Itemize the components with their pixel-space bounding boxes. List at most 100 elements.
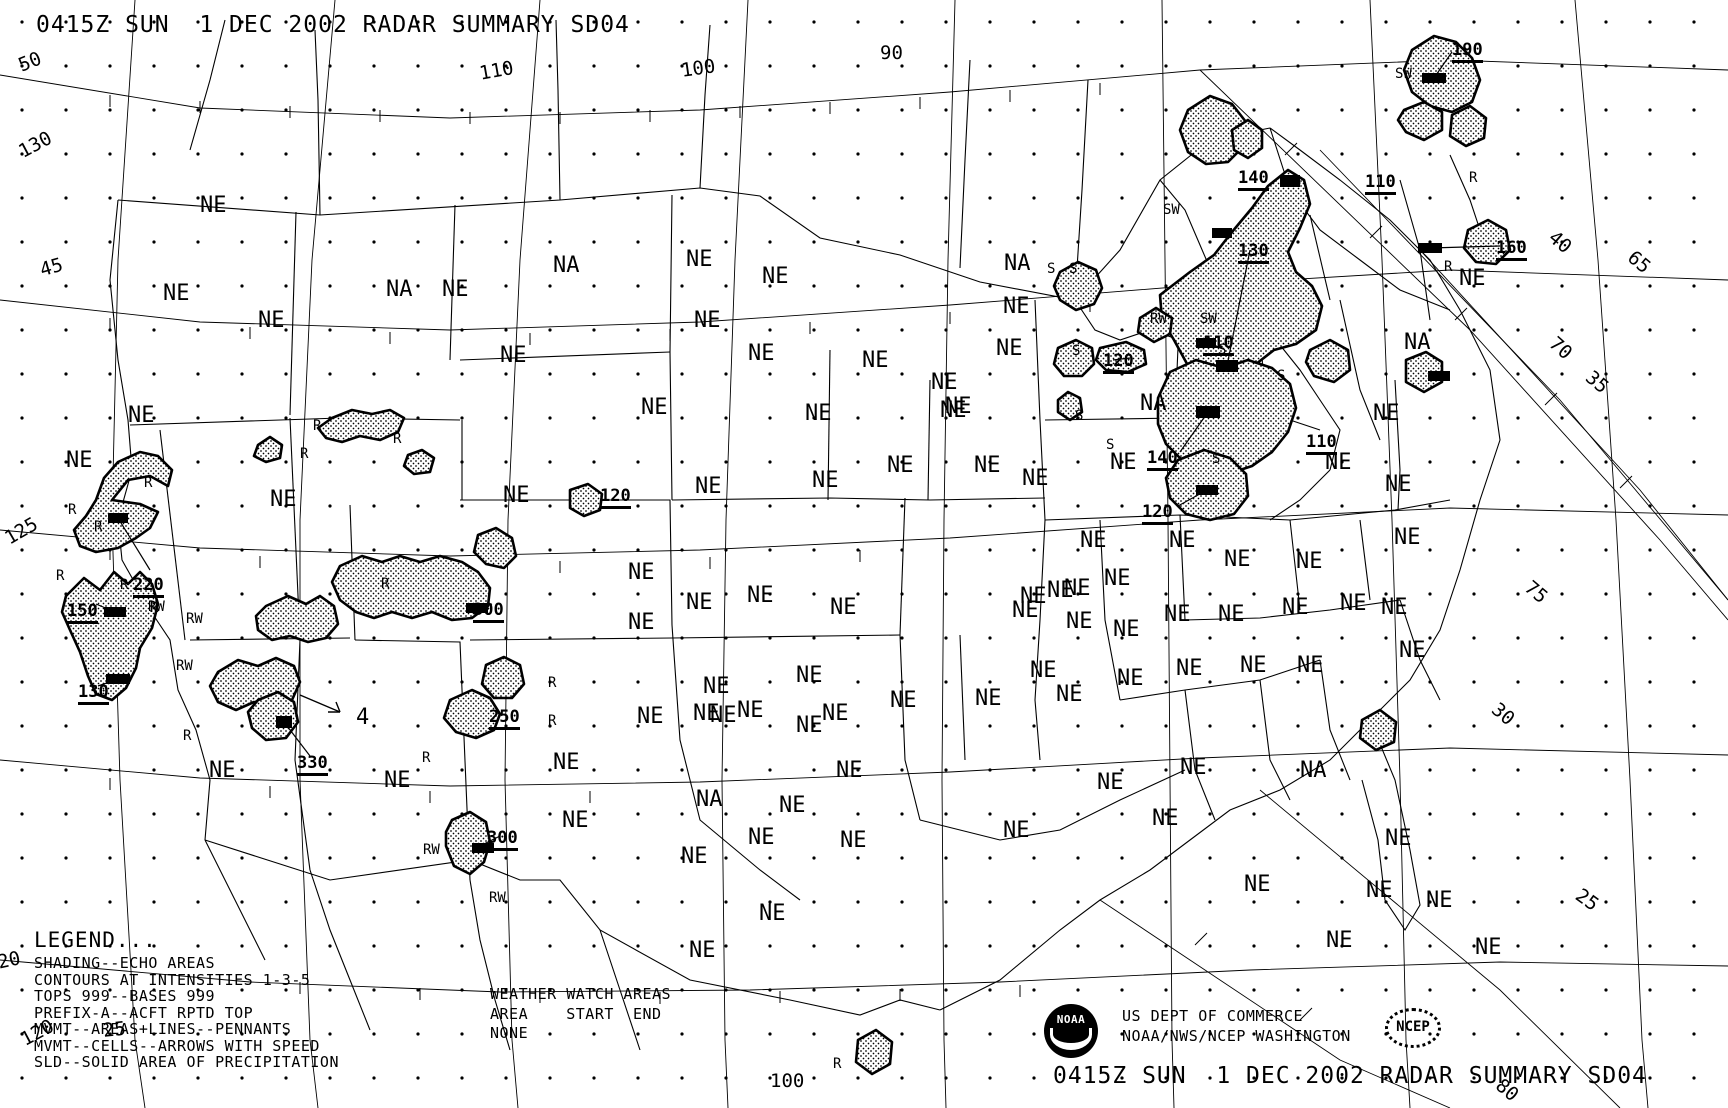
no-echo-label: NE (890, 688, 917, 713)
credit-line-2: NOAA/NWS/NCEP WASHINGTON (1122, 1027, 1351, 1045)
no-echo-label: NE (628, 610, 655, 635)
precip-type-label: S (1218, 342, 1227, 358)
no-echo-label: NE (128, 403, 155, 428)
echo-top-label: 190 (1452, 42, 1483, 63)
no-echo-label: NA (1300, 758, 1327, 783)
echo-area (1304, 338, 1352, 384)
no-echo-label: NE (163, 281, 190, 306)
echo-top-label: 120 (1103, 353, 1134, 374)
no-echo-label: NE (695, 474, 722, 499)
precip-type-label: S (1212, 451, 1221, 467)
no-echo-label: NE (1113, 617, 1140, 642)
no-echo-label: NE (686, 247, 713, 272)
tops-leader-lines (95, 51, 1501, 849)
no-echo-label: NE (748, 825, 775, 850)
page-title: 0415Z SUN 1 DEC 2002 RADAR SUMMARY SD04 (36, 12, 630, 38)
echo-top-label: 120 (1142, 504, 1173, 525)
weather-watch-block: WEATHER WATCH AREAS AREA START END NONE (490, 986, 671, 1041)
no-echo-label: NE (1022, 466, 1049, 491)
no-echo-label: NE (710, 703, 737, 728)
credit-line-1: US DEPT OF COMMERCE (1122, 1007, 1304, 1025)
no-echo-label: NE (200, 193, 227, 218)
echo-area (1052, 260, 1104, 312)
watch-columns: AREA START END (490, 1004, 662, 1023)
ncep-wordmark: NCEP (1396, 1019, 1430, 1035)
no-echo-label: NE (1012, 598, 1039, 623)
echo-top-label: 110 (1365, 174, 1396, 195)
precip-type-label: RW (148, 599, 165, 615)
precip-type-label: R (548, 675, 557, 691)
no-echo-label: NE (1064, 576, 1091, 601)
echo-top-label: 250 (489, 709, 520, 730)
no-echo-label: NE (1176, 656, 1203, 681)
precip-type-label: R (313, 418, 322, 434)
no-echo-label: NE (641, 395, 668, 420)
radar-echo-areas (60, 34, 1512, 1076)
graticule-ticks (109, 83, 1633, 1021)
echo-area (72, 450, 174, 554)
no-echo-label: NE (1047, 578, 1074, 603)
legend-line: PREFIX-A--ACFT RPTD TOP (34, 1003, 254, 1022)
no-echo-label: NE (1104, 566, 1131, 591)
echo-area (1230, 118, 1264, 160)
no-echo-label: NE (1003, 294, 1030, 319)
precip-type-label: R (833, 1056, 842, 1072)
echo-top-label: 130 (1238, 243, 1269, 264)
legend-line: MVMT--AREAS+LINES--PENNANTS (34, 1020, 292, 1038)
echo-area (854, 1028, 894, 1076)
precip-type-label: R (183, 728, 192, 744)
precip-type-label: R (381, 576, 390, 592)
precip-type-label: R (422, 750, 431, 766)
echo-area (472, 526, 518, 570)
no-echo-label: NE (693, 701, 720, 726)
precip-type-label: R (300, 446, 309, 462)
ncep-logo-icon: NCEP (1385, 1008, 1441, 1048)
no-echo-label: NE (1097, 770, 1124, 795)
precip-type-label: S (1069, 261, 1078, 277)
no-echo-label: NE (1394, 525, 1421, 550)
echo-area (1156, 358, 1298, 476)
precip-type-label: R (1444, 259, 1453, 275)
legend-block: LEGEND... SHADING--ECHO AREAS CONTOURS A… (34, 930, 339, 1071)
echo-area (1052, 338, 1096, 378)
precip-type-label: R (393, 431, 402, 447)
no-echo-label: NE (1340, 591, 1367, 616)
no-echo-label: NE (974, 453, 1001, 478)
no-echo-label: NA (1004, 251, 1031, 276)
echo-area (480, 655, 526, 700)
precip-type-label: S (1277, 368, 1286, 384)
no-echo-label: NE (887, 453, 914, 478)
no-echo-label: NE (209, 758, 236, 783)
echo-area (252, 435, 284, 464)
no-echo-label: NA (1404, 330, 1431, 355)
precip-type-label: S (1075, 408, 1084, 424)
precip-type-label: R (56, 568, 65, 584)
no-echo-label: NE (840, 828, 867, 853)
no-echo-label: NE (689, 938, 716, 963)
noaa-logo-icon: NOAA (1044, 1004, 1098, 1058)
footer-title: 0415Z SUN 1 DEC 2002 RADAR SUMMARY SD04 (1053, 1063, 1647, 1089)
no-echo-label: NE (681, 844, 708, 869)
ncep-logo-ring (1385, 1008, 1441, 1048)
no-echo-label: NE (1297, 653, 1324, 678)
no-echo-label: NA (1140, 391, 1167, 416)
coordinate-label: 100 (770, 1070, 805, 1092)
precip-type-label: RW (1150, 311, 1167, 327)
no-echo-label: NE (1030, 658, 1057, 683)
no-echo-label: NE (686, 590, 713, 615)
no-echo-label: NE (762, 264, 789, 289)
no-echo-label: NE (553, 750, 580, 775)
echo-area (1358, 708, 1398, 752)
no-echo-label: NE (940, 398, 967, 423)
no-echo-label: NE (1218, 602, 1245, 627)
no-echo-label: NE (1296, 549, 1323, 574)
no-echo-label: NE (503, 483, 530, 508)
precip-type-label: S (1047, 261, 1056, 277)
no-echo-label: NE (270, 487, 297, 512)
echo-area (254, 594, 340, 644)
echo-top-label: 300 (473, 602, 504, 623)
no-echo-label: NE (931, 370, 958, 395)
echo-top-label: 150 (67, 603, 98, 624)
